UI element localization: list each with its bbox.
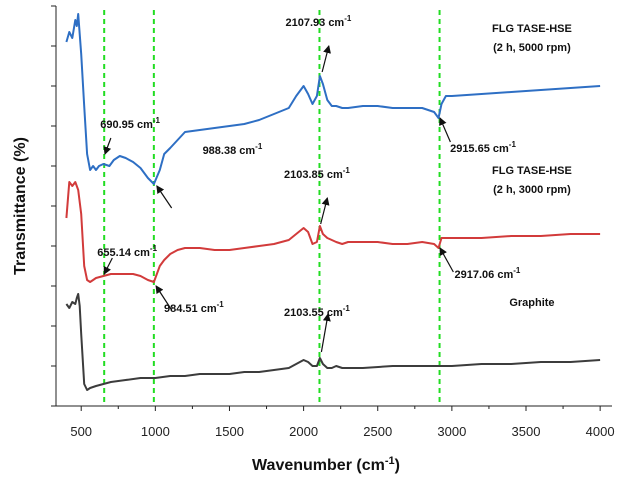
series-line-1 bbox=[65, 181, 601, 283]
annotation-arrow bbox=[320, 197, 330, 225]
series-label-0: FLG TASE-HSE bbox=[492, 23, 572, 35]
series-line-0 bbox=[65, 13, 601, 185]
annotation-label: 2103.85 cm-1 bbox=[284, 166, 350, 181]
x-tick-label: 1500 bbox=[215, 424, 244, 439]
axes bbox=[55, 6, 612, 407]
annotation-label: 2103.55 cm-1 bbox=[284, 304, 350, 319]
x-tick-label: 3000 bbox=[437, 424, 466, 439]
annotation-label: 2917.06 cm-1 bbox=[455, 266, 521, 281]
series-label-0: (2 h, 5000 rpm) bbox=[493, 42, 571, 54]
series-line-2 bbox=[65, 293, 601, 391]
annotation-arrow bbox=[156, 185, 173, 209]
y-axis-title: Transmittance (%) bbox=[12, 137, 29, 275]
annotation-label: 988.38 cm-1 bbox=[203, 142, 263, 157]
x-tick-label: 1000 bbox=[141, 424, 170, 439]
annotation-arrow bbox=[155, 285, 173, 311]
y-ticks bbox=[51, 5, 56, 407]
series-label-2: Graphite bbox=[509, 297, 554, 309]
annotation-label: 655.14 cm-1 bbox=[97, 244, 157, 259]
annotation-label: 984.51 cm-1 bbox=[164, 300, 224, 315]
annotation-arrow bbox=[320, 313, 331, 353]
annotation-arrow bbox=[103, 137, 112, 155]
annotation-arrow bbox=[321, 45, 331, 73]
x-tick-label: 2000 bbox=[289, 424, 318, 439]
annotation-label: 2107.93 cm-1 bbox=[286, 14, 352, 29]
annotation-arrow bbox=[103, 257, 113, 275]
x-tick-label: 3500 bbox=[512, 424, 541, 439]
peak-annotations: 2107.93 cm-1 690.95 cm-1 988.38 cm-1 2915.6… bbox=[97, 14, 521, 353]
annotation-label: 690.95 cm-1 bbox=[100, 116, 160, 131]
x-ticks: 500 1000 1500 2000 2500 3000 3500 4000 bbox=[70, 406, 615, 439]
series-lines bbox=[65, 13, 601, 391]
series-label-1: (2 h, 3000 rpm) bbox=[493, 184, 571, 196]
vertical-marker-lines bbox=[103, 10, 441, 402]
x-tick-label: 2500 bbox=[363, 424, 392, 439]
x-axis-title: Wavenumber (cm-1) bbox=[252, 455, 400, 474]
series-labels: FLG TASE-HSE (2 h, 5000 rpm) FLG TASE-HSE (… bbox=[492, 23, 572, 309]
annotation-arrow bbox=[439, 247, 454, 273]
x-tick-label: 500 bbox=[70, 424, 92, 439]
series-label-1: FLG TASE-HSE bbox=[492, 165, 572, 177]
annotation-arrow bbox=[439, 117, 451, 143]
annotation-label: 2915.65 cm-1 bbox=[450, 140, 516, 155]
x-tick-label: 4000 bbox=[586, 424, 615, 439]
